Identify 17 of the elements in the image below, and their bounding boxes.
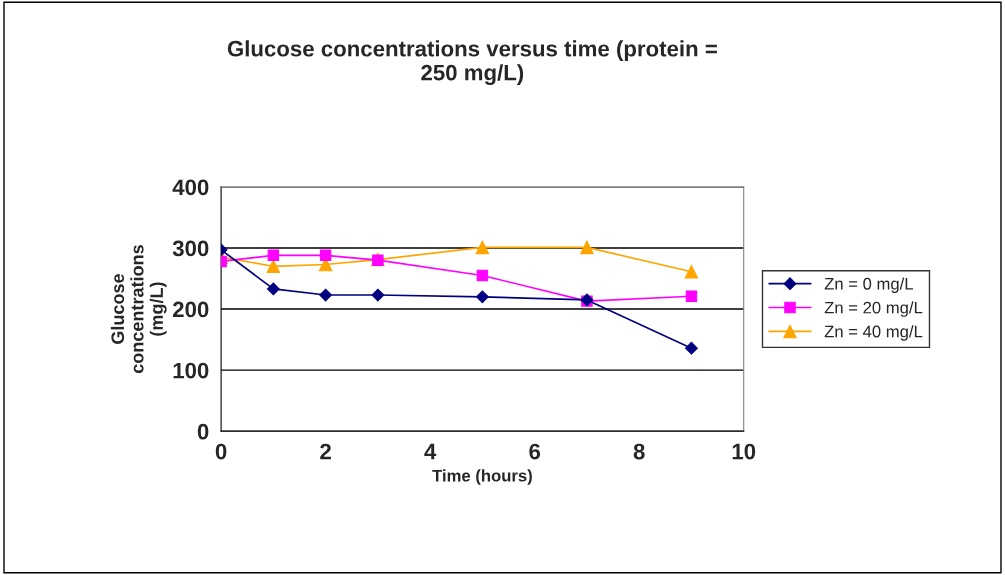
chart-title: Glucose concentrations versus time (protein = 250 mg/L)	[227, 40, 717, 85]
x-tick-label: 0	[215, 443, 227, 460]
legend-label: Zn = 0 mg/L	[824, 277, 913, 293]
x-tick-label: 8	[633, 443, 645, 460]
y-axis-title: Glucose concentrations (mg/L)	[110, 245, 167, 374]
y-tick-label: 300	[172, 240, 209, 257]
y-tick-label: 0	[197, 423, 209, 440]
y-tick-label: 200	[172, 301, 209, 318]
x-tick-label: 10	[732, 443, 756, 460]
y-tick-label: 100	[173, 362, 209, 379]
x-tick-label: 2	[320, 443, 331, 460]
x-axis-title: Time (hours)	[432, 469, 532, 485]
legend-label: Zn = 40 mg/L	[824, 325, 923, 341]
x-tick-label: 6	[529, 443, 541, 460]
legend-label: Zn = 20 mg/L	[824, 301, 923, 317]
y-tick-label: 400	[172, 179, 209, 196]
x-tick-label: 4	[424, 443, 437, 460]
